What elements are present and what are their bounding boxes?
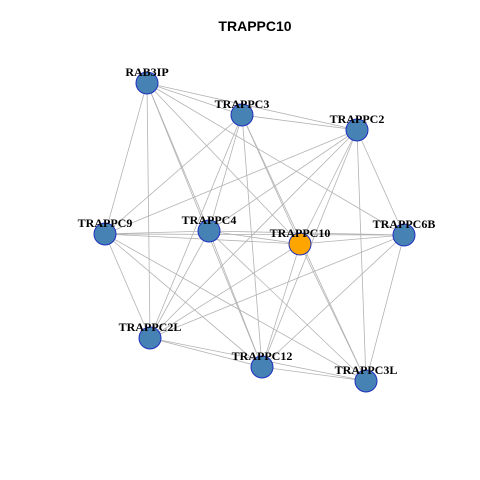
edge <box>208 230 367 382</box>
edge <box>208 230 263 368</box>
edge <box>208 114 243 232</box>
node-label: TRAPPC3L <box>335 363 398 377</box>
edge <box>299 234 405 245</box>
edge <box>241 114 263 368</box>
edge <box>104 233 367 382</box>
node <box>197 219 221 243</box>
edge <box>146 82 151 339</box>
node <box>392 223 416 247</box>
node-label: RAB3IP <box>125 65 168 79</box>
edge <box>146 82 301 245</box>
edge <box>104 233 405 236</box>
node-label: TRAPPC2 <box>330 112 385 126</box>
edge <box>146 82 243 116</box>
edge <box>208 129 358 232</box>
node <box>230 103 254 127</box>
node <box>354 369 378 393</box>
edge <box>104 129 358 235</box>
node-label: TRAPPC2L <box>119 320 182 334</box>
edge <box>104 233 151 339</box>
edge <box>149 234 405 339</box>
edge <box>149 337 263 368</box>
edge <box>149 114 243 339</box>
edge <box>104 230 210 235</box>
edge <box>208 230 301 245</box>
node-label: TRAPPC9 <box>78 216 133 230</box>
edge <box>104 114 243 235</box>
edges <box>104 82 405 382</box>
node-label: TRAPPC12 <box>232 349 293 363</box>
edge <box>146 82 358 131</box>
edge <box>299 243 367 382</box>
nodes: RAB3IP TRAPPC3 TRAPPC2 TRAPPC9 TRAPPC4 TRAPPC… <box>78 65 436 393</box>
edge <box>208 230 405 236</box>
edge <box>356 129 367 382</box>
node-label: TRAPPC3 <box>215 97 270 111</box>
edge <box>261 243 301 368</box>
edge <box>104 233 263 368</box>
node <box>93 222 117 246</box>
node <box>250 355 274 379</box>
node <box>345 118 369 142</box>
node-label: TRAPPC10 <box>270 226 331 240</box>
node-label: TRAPPC4 <box>182 213 237 227</box>
edge <box>146 82 405 236</box>
edge <box>104 82 148 235</box>
edge <box>149 243 301 339</box>
node <box>135 71 159 95</box>
node <box>138 326 162 350</box>
edge <box>149 230 210 339</box>
edge <box>261 234 405 368</box>
edge <box>356 129 405 236</box>
node-label: TRAPPC6B <box>373 217 436 231</box>
edge <box>149 129 358 339</box>
diagram-title: TRAPPC10 <box>218 18 291 34</box>
edge <box>299 129 358 245</box>
edge <box>261 366 367 382</box>
edge <box>365 234 405 382</box>
edge <box>241 114 358 131</box>
node <box>288 232 312 256</box>
